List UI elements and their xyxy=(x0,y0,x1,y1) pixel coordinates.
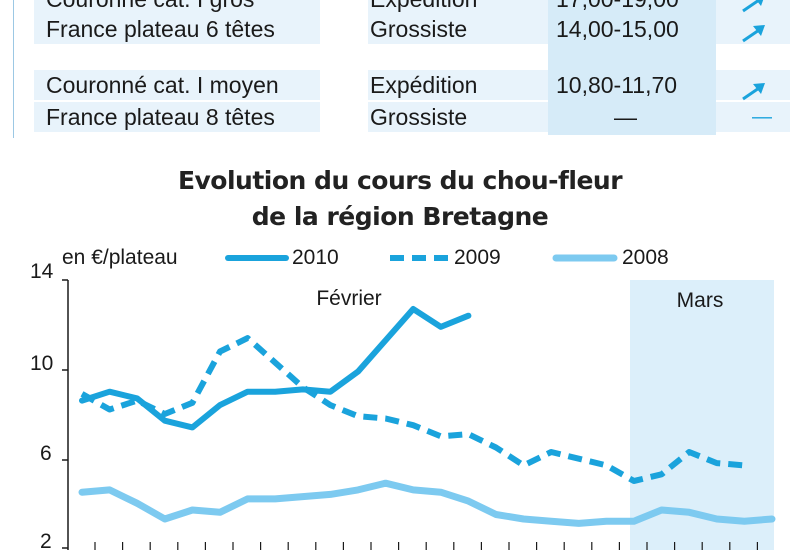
legend-2008-label: 2008 xyxy=(622,246,669,269)
table-row-stage: Grossiste xyxy=(370,16,468,42)
table-gap xyxy=(320,0,368,46)
table-row-product: Couronné cat. I moyen xyxy=(46,72,279,98)
chart-title-line2: de la région Bretagne xyxy=(251,202,549,231)
y-tick-label: 10 xyxy=(30,352,54,375)
table-row-stage: Expédition xyxy=(370,72,478,98)
trend-up-icon xyxy=(742,25,765,43)
table-row-stage: Grossiste xyxy=(370,104,468,130)
table-left-rule xyxy=(13,0,14,138)
trend-up-icon xyxy=(742,83,765,101)
table-gap xyxy=(320,70,368,134)
y-tick-label: 14 xyxy=(30,260,54,283)
x-ticks xyxy=(94,542,759,550)
price-table: Couronné cat. I gros Expédition 17,00-19… xyxy=(0,0,800,150)
table-row-stage: Expédition xyxy=(370,0,477,14)
table-row-price: 10,80-11,70 xyxy=(556,72,678,98)
y-axis-unit: en €/plateau xyxy=(62,246,178,269)
y-tick-label: 2 xyxy=(40,530,52,553)
table-row-price: 17,00-19,00 xyxy=(556,0,679,14)
period-label-fevrier: Février xyxy=(316,287,381,310)
table-row-price: 14,00-15,00 xyxy=(556,16,679,42)
table-row-product: France plateau 8 têtes xyxy=(46,104,275,130)
table-row-price: — xyxy=(614,104,637,130)
chart-title-line1: Evolution du cours du chou-fleur xyxy=(177,166,623,195)
price-column xyxy=(548,0,716,135)
series-2008-line xyxy=(78,479,776,527)
series-2010-line xyxy=(79,306,472,431)
legend-2009-label: 2009 xyxy=(454,246,501,269)
mars-shade xyxy=(630,280,774,550)
y-tick-label: 6 xyxy=(40,442,52,465)
table-row-product: Couronné cat. I gros xyxy=(46,0,254,14)
table-row-product: France plateau 6 têtes xyxy=(46,16,275,42)
trend-flat: — xyxy=(752,106,772,128)
legend-2010-label: 2010 xyxy=(292,246,339,269)
trend-up-icon xyxy=(742,0,764,13)
period-label-mars: Mars xyxy=(677,289,724,312)
series-2009-line xyxy=(80,335,745,484)
